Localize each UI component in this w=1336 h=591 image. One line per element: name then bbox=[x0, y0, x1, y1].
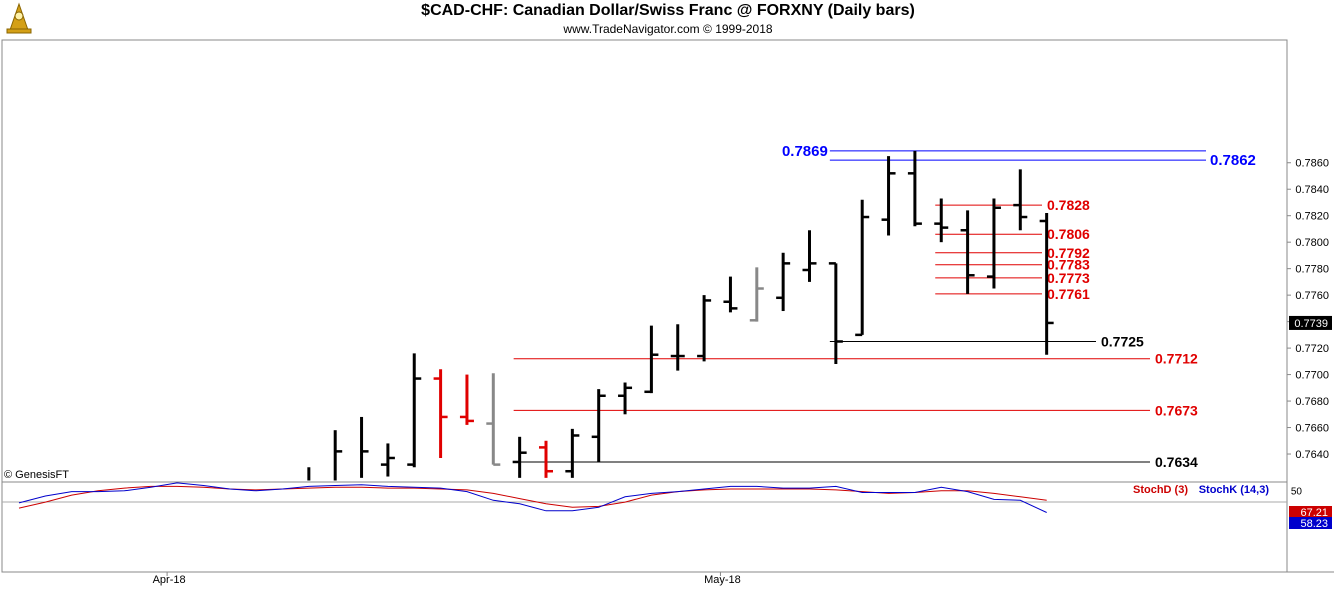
y-tick-label: 0.7640 bbox=[1295, 449, 1329, 461]
y-tick-label: 0.7780 bbox=[1295, 264, 1329, 276]
level-label: 0.7773 bbox=[1047, 270, 1090, 286]
level-label: 0.7862 bbox=[1210, 152, 1256, 169]
y-tick-label: 0.7860 bbox=[1295, 158, 1329, 170]
stoch-value-box bbox=[1289, 517, 1332, 529]
stoch-value-label: 67.21 bbox=[1300, 507, 1328, 519]
y-tick-label: 0.7760 bbox=[1295, 290, 1329, 302]
x-tick-label: May-18 bbox=[704, 574, 741, 586]
stoch-series-line bbox=[18, 482, 1047, 513]
level-label: 0.7725 bbox=[1101, 333, 1144, 349]
y-tick-label: 0.7800 bbox=[1295, 237, 1329, 249]
x-tick-label: Apr-18 bbox=[153, 574, 186, 586]
stoch-value-box bbox=[1289, 506, 1332, 518]
y-tick-label: 0.7660 bbox=[1295, 423, 1329, 435]
level-label: 0.7712 bbox=[1155, 351, 1198, 367]
y-tick-label: 0.7720 bbox=[1295, 343, 1329, 355]
data-credit: © GenesisFT bbox=[4, 469, 69, 481]
stoch-value-label: 58.23 bbox=[1300, 518, 1328, 530]
last-price-label: 0.7739 bbox=[1294, 318, 1328, 330]
last-price-box bbox=[1289, 315, 1332, 330]
level-label: 0.7806 bbox=[1047, 226, 1090, 242]
chart-title: $CAD-CHF: Canadian Dollar/Swiss Franc @ … bbox=[421, 2, 915, 19]
level-label: 0.7634 bbox=[1155, 454, 1198, 470]
stoch-panel-frame bbox=[1, 481, 1288, 573]
y-tick-label: 0.7680 bbox=[1295, 396, 1329, 408]
level-label: 0.7673 bbox=[1155, 402, 1198, 418]
stoch-legend-label: StochD (3) bbox=[1133, 484, 1188, 496]
level-label: 0.7761 bbox=[1047, 286, 1090, 302]
stoch-y-tick-label: 50 bbox=[1291, 487, 1303, 498]
level-label: 0.7792 bbox=[1047, 245, 1090, 261]
chart-subtitle: www.TradeNavigator.com © 1999-2018 bbox=[563, 22, 773, 36]
y-tick-label: 0.7840 bbox=[1295, 184, 1329, 196]
stoch-legend-label: StochK (14,3) bbox=[1199, 484, 1270, 496]
y-tick-label: 0.7820 bbox=[1295, 211, 1329, 223]
price-panel-frame bbox=[1, 39, 1288, 483]
level-label: 0.7828 bbox=[1047, 197, 1090, 213]
level-label: 0.7869 bbox=[782, 143, 828, 160]
y-tick-label: 0.7700 bbox=[1295, 370, 1329, 382]
stoch-series-line bbox=[18, 485, 1047, 509]
level-label: 0.7783 bbox=[1047, 257, 1090, 273]
tradenavigator-logo-icon bbox=[4, 2, 34, 34]
